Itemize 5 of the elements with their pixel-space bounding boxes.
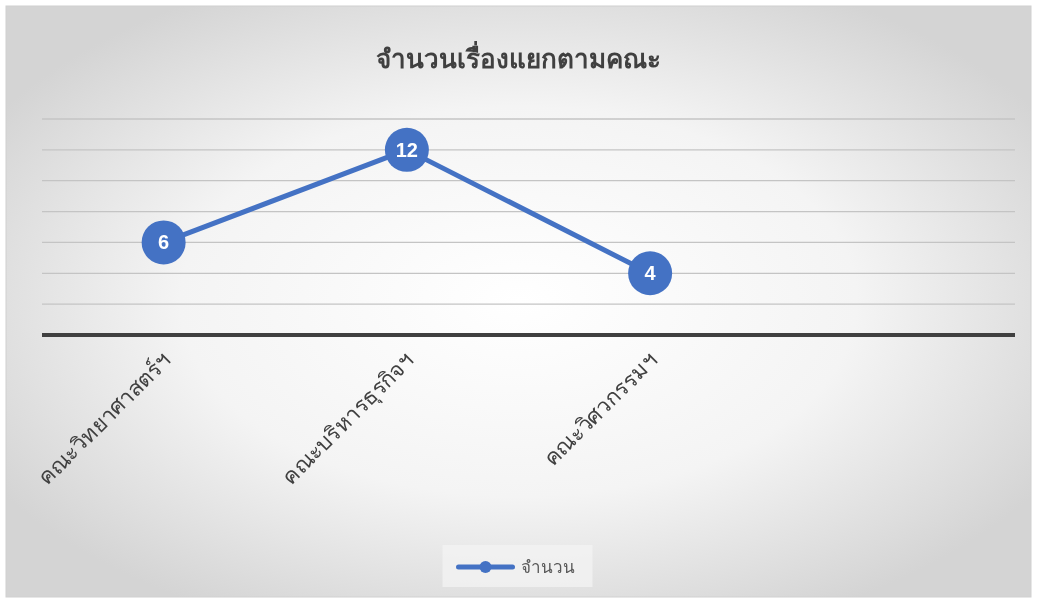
- data-label: 6: [158, 231, 170, 254]
- legend-label: จำนวน: [520, 558, 575, 577]
- chart-title: จำนวนเรื่องแยกตามคณะ: [376, 40, 661, 74]
- data-label: 4: [644, 262, 657, 285]
- data-label: 12: [395, 138, 418, 161]
